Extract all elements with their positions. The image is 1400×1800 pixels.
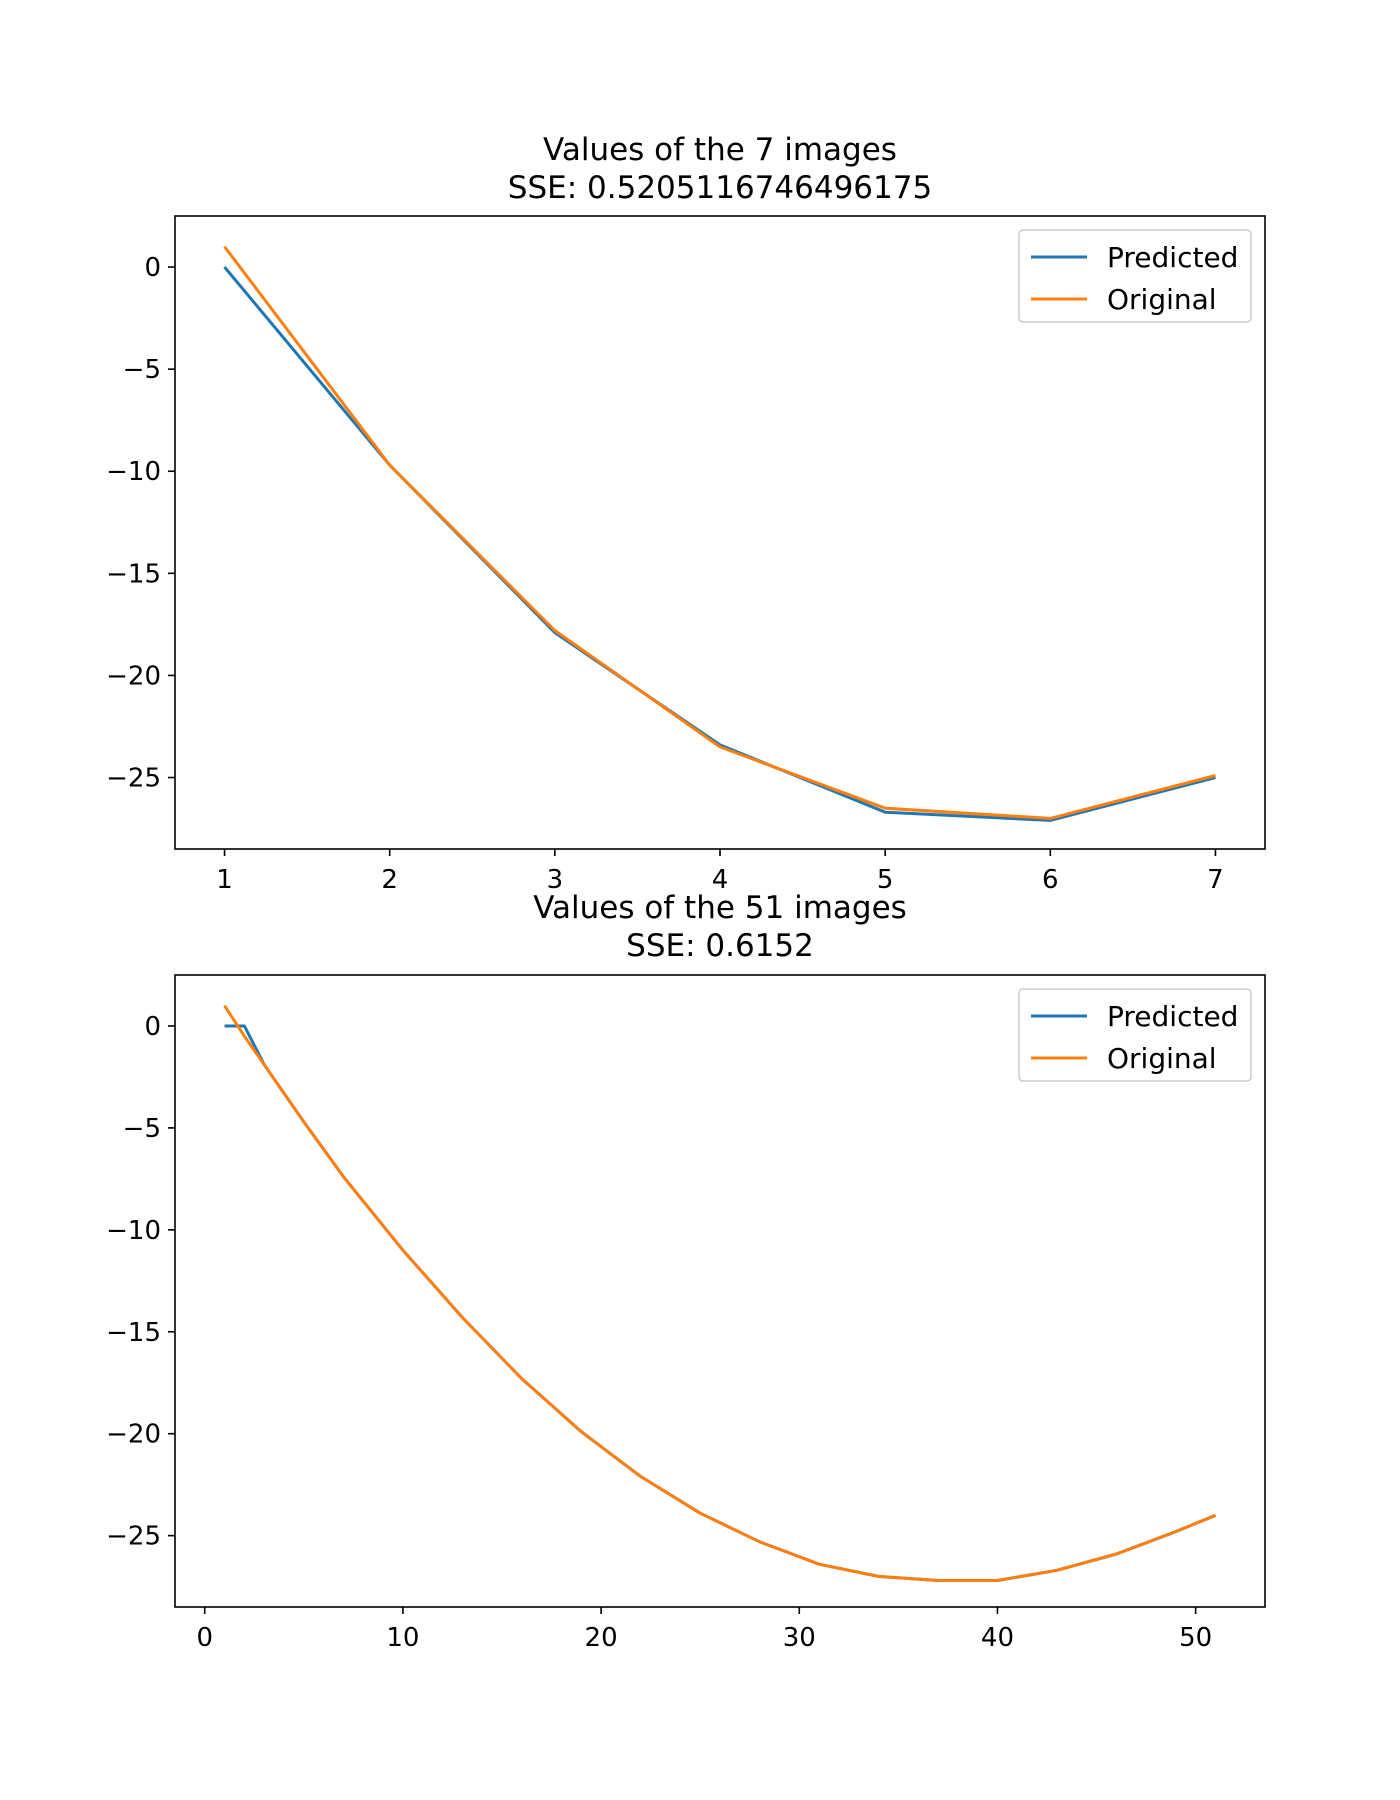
series-line-predicted xyxy=(223,266,1216,822)
x-tick-label: 2 xyxy=(381,865,398,895)
x-tick-label: 20 xyxy=(585,1623,618,1653)
chart-51-images: Values of the 51 images SSE: 0.6152 0 10 2… xyxy=(106,890,1266,1653)
y-tick-label: −20 xyxy=(106,1420,161,1450)
axes-frame xyxy=(174,974,1266,1608)
legend-label-predicted: Predicted xyxy=(1107,1000,1238,1033)
chart-title: Values of the 7 images xyxy=(543,132,897,168)
x-tick-label: 5 xyxy=(877,865,894,895)
legend-label-original: Original xyxy=(1107,1042,1217,1075)
series-line-original xyxy=(223,1004,1217,1582)
y-tick-label: −15 xyxy=(106,1318,161,1348)
chart-subtitle: SSE: 0.6152 xyxy=(626,928,814,964)
x-tick-label: 1 xyxy=(216,865,233,895)
chart-title: Values of the 51 images xyxy=(533,890,907,926)
plot-area: 1 2 3 4 5 6 7 0 −5 −10 −15 −20 −25 Predicted Original xyxy=(106,215,1266,895)
series-line-predicted xyxy=(224,1024,1217,1582)
x-tick-label: 4 xyxy=(712,865,729,895)
legend-label-predicted: Predicted xyxy=(1107,241,1238,274)
legend-label-original: Original xyxy=(1107,283,1217,316)
y-tick-label: −20 xyxy=(106,661,161,691)
y-tick-label: −10 xyxy=(106,457,161,487)
plot-area: 0 10 20 30 40 50 0 −5 −10 −15 −20 −25 Predicted Origi… xyxy=(106,974,1266,1653)
x-tick-label: 6 xyxy=(1042,865,1059,895)
y-tick-label: −10 xyxy=(106,1216,161,1246)
y-tick-label: −25 xyxy=(106,1522,161,1552)
x-tick-label: 3 xyxy=(547,865,564,895)
chart-7-images: Values of the 7 images SSE: 0.5205116746… xyxy=(106,132,1266,895)
x-tick-label: 50 xyxy=(1179,1623,1212,1653)
y-tick-label: −25 xyxy=(106,764,161,794)
x-tick-label: 30 xyxy=(783,1623,816,1653)
series-line-original xyxy=(223,245,1216,820)
x-tick-label: 10 xyxy=(386,1623,419,1653)
x-tick-label: 40 xyxy=(981,1623,1014,1653)
x-tick-label: 7 xyxy=(1207,865,1224,895)
y-tick-label: 0 xyxy=(144,1012,161,1042)
y-tick-label: −5 xyxy=(123,1114,161,1144)
y-tick-label: −5 xyxy=(123,355,161,385)
chart-subtitle: SSE: 0.5205116746496175 xyxy=(508,170,932,206)
x-tick-label: 0 xyxy=(196,1623,213,1653)
y-tick-label: 0 xyxy=(144,253,161,283)
y-tick-label: −15 xyxy=(106,559,161,589)
